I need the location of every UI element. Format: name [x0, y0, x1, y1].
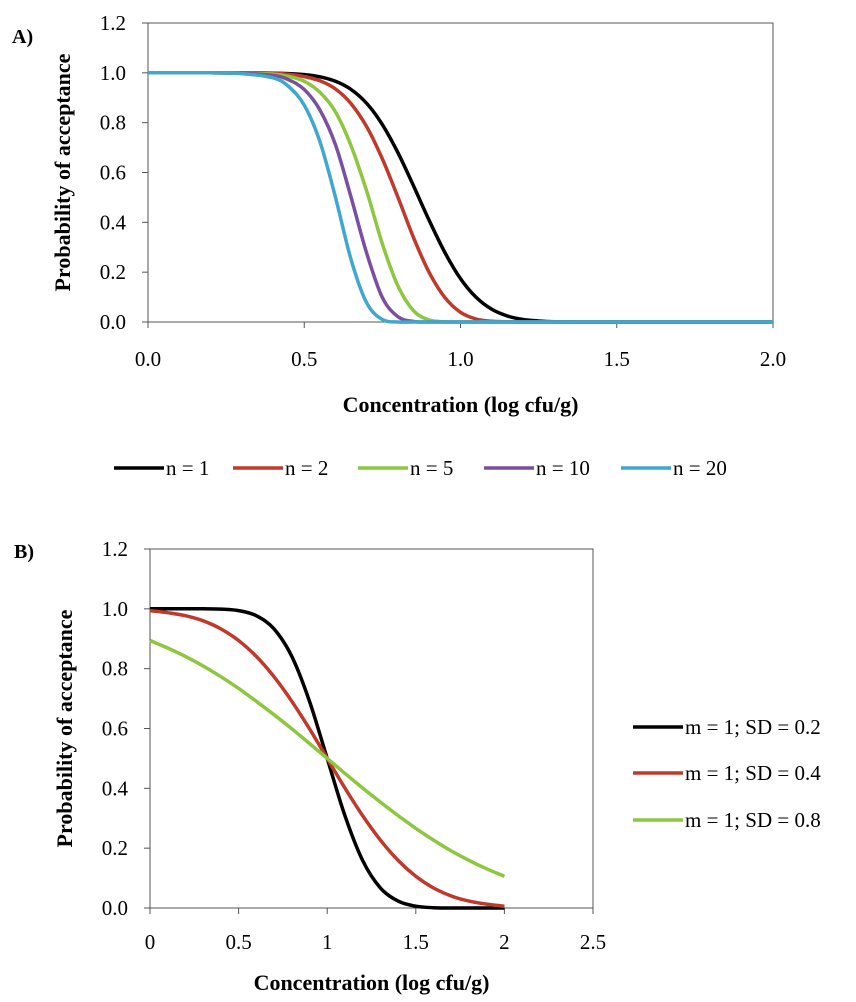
- series-line-5: [147, 71, 773, 324]
- legend-label: m = 1; SD = 0.4: [685, 761, 821, 785]
- series-line-2: [147, 71, 773, 324]
- y-tick-label: 0.2: [102, 836, 128, 860]
- chart-b: 0.0 0.2 0.4 0.6 0.8 1.0 1.2 0 0.5 1 1.5 2 2.5 Concent…: [52, 537, 821, 995]
- y-axis-title: Probability of acceptance: [50, 53, 75, 291]
- y-tick-label: 1.2: [100, 11, 126, 35]
- series-line-3: [147, 71, 773, 324]
- legend-label: m = 1; SD = 0.8: [685, 808, 821, 832]
- y-tick-label: 0.4: [100, 210, 127, 234]
- y-tick-label: 0.8: [102, 657, 128, 681]
- series-line-1: [147, 71, 773, 324]
- panel-a-label: A): [12, 26, 34, 48]
- chart-a: 0.0 0.2 0.4 0.6 0.8 1.0 1.2 0.0 0.5 1.0 1.5 2.0 Conc…: [50, 11, 786, 480]
- x-tick-label: 1.5: [403, 930, 429, 954]
- x-tick-label: 2.5: [580, 930, 606, 954]
- y-tick-label: 0.4: [102, 776, 129, 800]
- x-tick-label: 1.5: [604, 347, 630, 371]
- y-tick-label: 1.0: [100, 61, 126, 85]
- x-tick-label: 2.0: [760, 347, 786, 371]
- series-line-4: [147, 71, 773, 324]
- x-tick-label: 2: [499, 930, 510, 954]
- legend-label: n = 2: [285, 456, 328, 480]
- y-tick-label: 0.2: [100, 260, 126, 284]
- y-tick-label: 1.2: [102, 537, 128, 561]
- panel-b-label: B): [14, 541, 34, 563]
- x-tick-label: 1: [322, 930, 333, 954]
- y-tick-label: 0.6: [102, 717, 128, 741]
- plot-area: [149, 548, 594, 909]
- x-tick-label: 0.5: [225, 930, 251, 954]
- y-axis-title: Probability of acceptance: [52, 609, 77, 847]
- legend-label: n = 1: [166, 456, 209, 480]
- x-tick-label: 0.0: [135, 347, 161, 371]
- x-axis-title: Concentration (log cfu/g): [343, 392, 579, 417]
- legend-label: n = 20: [673, 456, 727, 480]
- y-tick-label: 0.6: [100, 161, 126, 185]
- legend-label: n = 5: [410, 456, 453, 480]
- y-tick-label: 1.0: [102, 597, 128, 621]
- x-axis-title: Concentration (log cfu/g): [254, 970, 490, 995]
- legend-label: n = 10: [536, 456, 590, 480]
- y-tick-label: 0.0: [100, 310, 126, 334]
- x-tick-label: 0: [145, 930, 156, 954]
- y-tick-label: 0.8: [100, 111, 126, 135]
- y-tick-label: 0.0: [102, 896, 128, 920]
- x-tick-label: 0.5: [291, 347, 317, 371]
- series-line-3: [149, 638, 506, 878]
- legend-label: m = 1; SD = 0.2: [685, 715, 821, 739]
- x-tick-label: 1.0: [447, 347, 473, 371]
